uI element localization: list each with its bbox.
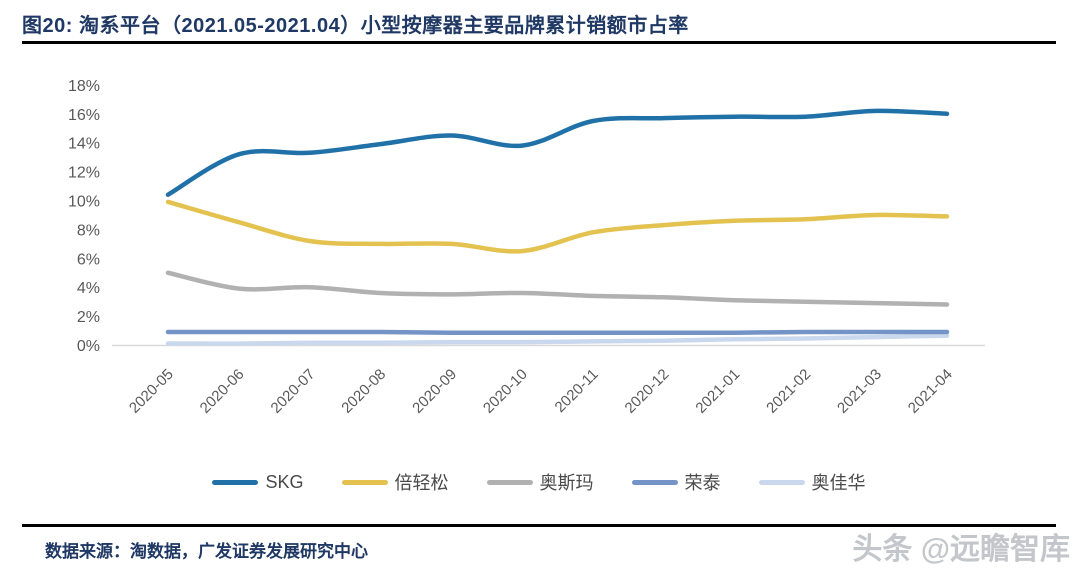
y-axis-tick-label: 18% (68, 78, 100, 95)
legend-swatch-奥斯玛 (486, 479, 533, 485)
y-axis-tick-label: 0% (77, 338, 100, 355)
legend-item-倍轻松: 倍轻松 (341, 469, 449, 495)
data-source-note: 数据来源：淘数据，广发证券发展研究中心 (45, 542, 368, 561)
legend-swatch-荣泰 (631, 479, 678, 485)
x-axis-tick-label: 2021-03 (834, 366, 885, 417)
legend-item-奥佳华: 奥佳华 (758, 469, 866, 495)
legend-label-奥佳华: 奥佳华 (811, 473, 866, 493)
series-line-奥佳华 (165, 333, 950, 346)
figure-title: 图20: 淘系平台（2021.05-2021.04）小型按摩器主要品牌累计销额市… (22, 15, 689, 37)
y-axis-tick-label: 16% (68, 107, 100, 124)
series-line-SKG (165, 108, 950, 197)
x-axis-tick-label: 2020-05 (126, 366, 177, 417)
x-axis-tick-label: 2021-04 (905, 366, 956, 417)
legend-label-SKG: SKG (265, 471, 304, 492)
legend-item-奥斯玛: 奥斯玛 (486, 469, 594, 495)
x-axis-tick-label: 2020-10 (480, 366, 531, 417)
x-axis-tick-label: 2021-02 (763, 366, 814, 417)
title-divider (22, 41, 1056, 44)
y-axis-tick-label: 12% (68, 165, 100, 182)
x-axis-tick-label: 2021-01 (692, 366, 743, 417)
x-axis-tick-label: 2020-07 (268, 366, 319, 417)
y-axis-tick-label: 8% (77, 222, 100, 239)
x-axis-tick-label: 2020-12 (622, 366, 673, 417)
line-chart: 18% 16% 14% 12% 10% 8% 6% 4% 2% 0% 2020-05 2020-06 2… (68, 78, 985, 417)
x-axis-tick-label: 2020-08 (338, 366, 389, 417)
y-axis-tick-label: 2% (77, 309, 100, 326)
legend-label-倍轻松: 倍轻松 (394, 473, 449, 493)
chart-legend: SKG 倍轻松 奥斯玛 荣泰 奥佳华 (0, 466, 1078, 498)
watermark: 头条 @远瞻智库 (852, 533, 1070, 566)
x-axis-tick-label: 2020-09 (409, 366, 460, 417)
legend-swatch-SKG (212, 479, 259, 485)
legend-label-荣泰: 荣泰 (684, 473, 721, 493)
y-axis-tick-label: 6% (77, 251, 100, 268)
series-line-荣泰 (165, 329, 950, 335)
legend-item-SKG: SKG (212, 471, 304, 493)
legend-swatch-倍轻松 (341, 479, 388, 485)
y-axis-tick-label: 14% (68, 136, 100, 153)
y-axis-tick-label: 10% (68, 194, 100, 211)
series-line-倍轻松 (165, 199, 950, 254)
legend-label-奥斯玛: 奥斯玛 (539, 473, 594, 493)
y-axis-tick-label: 4% (77, 280, 100, 297)
legend-swatch-奥佳华 (758, 479, 805, 485)
footer-divider (22, 524, 1056, 527)
legend-item-荣泰: 荣泰 (631, 469, 721, 495)
x-axis-tick-label: 2020-06 (197, 366, 248, 417)
chart-area: 18% 16% 14% 12% 10% 8% 6% 4% 2% 0% 2020-05 2020-06 2… (0, 50, 1078, 460)
series-line-奥斯玛 (165, 270, 950, 307)
x-axis-tick-label: 2020-11 (552, 366, 602, 416)
